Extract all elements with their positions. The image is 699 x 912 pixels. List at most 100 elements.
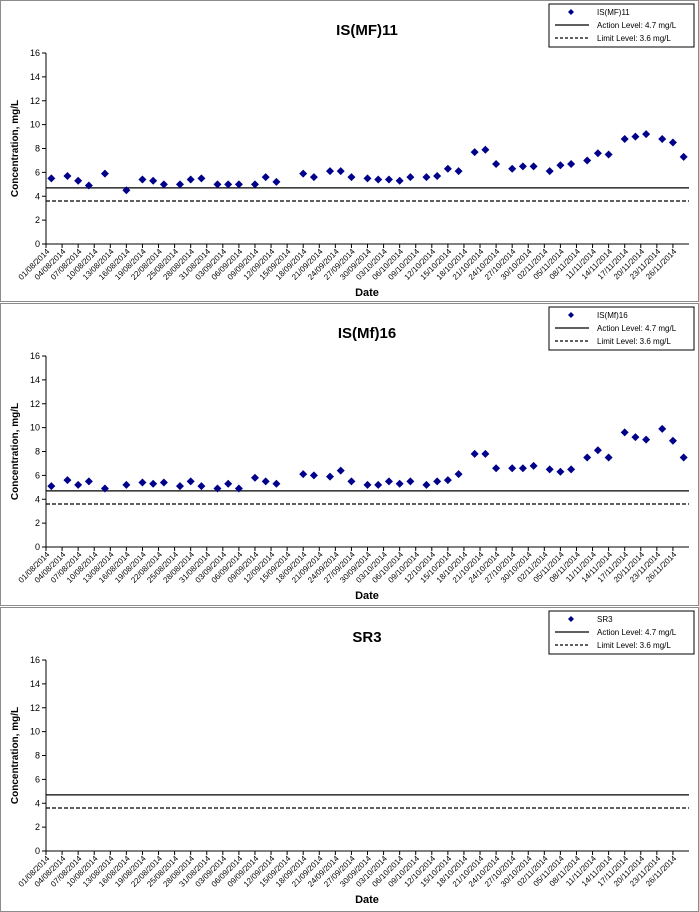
- data-point: [84, 477, 93, 486]
- data-point: [250, 180, 259, 189]
- legend-label: Limit Level: 3.6 mg/L: [597, 641, 671, 650]
- data-point: [620, 134, 629, 143]
- y-tick-label: 6: [35, 470, 40, 480]
- legend-label: Action Level: 4.7 mg/L: [597, 21, 677, 30]
- data-point: [567, 465, 576, 474]
- data-point: [138, 478, 147, 487]
- data-point: [74, 480, 83, 489]
- y-tick-label: 4: [35, 494, 40, 504]
- data-point: [261, 173, 270, 182]
- data-point: [567, 160, 576, 169]
- chart-panel: SR3 Concentration, mg/L Date 0 2 4 6 8 10 12 14 16 0…: [0, 607, 699, 912]
- data-point: [159, 180, 168, 189]
- data-point: [309, 173, 318, 182]
- y-tick-label: 16: [30, 48, 40, 58]
- data-point: [186, 477, 195, 486]
- chart: IS(Mf)16 Concentration, mg/L Date 0 2 4 6 8 10 12…: [10, 306, 695, 602]
- y-tick-label: 10: [30, 727, 40, 737]
- data-point: [679, 152, 688, 161]
- data-point: [668, 436, 677, 445]
- data-point: [631, 433, 640, 442]
- legend-marker: [568, 616, 574, 622]
- data-point: [336, 167, 345, 176]
- data-point: [583, 453, 592, 462]
- data-point: [642, 435, 651, 444]
- data-point: [406, 477, 415, 486]
- data-point: [63, 171, 72, 180]
- y-tick-label: 0: [35, 239, 40, 249]
- data-point: [325, 472, 334, 481]
- legend-label: Limit Level: 3.6 mg/L: [597, 34, 671, 43]
- x-axis-label: Date: [355, 287, 379, 299]
- data-point: [197, 482, 206, 491]
- x-axis-label: Date: [355, 894, 379, 906]
- y-tick-label: 4: [35, 191, 40, 201]
- data-point: [74, 176, 83, 185]
- data-point: [481, 449, 490, 458]
- chart: IS(MF)11 Concentration, mg/L Date 0 2 4 6 8 10 12…: [10, 3, 695, 299]
- data-point: [122, 186, 131, 195]
- data-point: [470, 148, 479, 157]
- data-point: [395, 479, 404, 488]
- y-tick-label: 2: [35, 518, 40, 528]
- y-tick-label: 2: [35, 215, 40, 225]
- data-point: [272, 479, 281, 488]
- data-point: [556, 467, 565, 476]
- data-point: [374, 480, 383, 489]
- data-point: [593, 149, 602, 158]
- data-point: [384, 175, 393, 184]
- data-point: [347, 173, 356, 182]
- data-point: [545, 465, 554, 474]
- data-point: [545, 167, 554, 176]
- data-point: [363, 174, 372, 183]
- data-point: [470, 449, 479, 458]
- chart-title: SR3: [352, 629, 381, 646]
- data-point: [100, 484, 109, 493]
- y-axis-label: Concentration, mg/L: [10, 707, 21, 804]
- data-point: [261, 477, 270, 486]
- data-point: [508, 164, 517, 173]
- data-point: [593, 446, 602, 455]
- data-point: [406, 173, 415, 182]
- data-point: [481, 145, 490, 154]
- legend-marker: [568, 312, 574, 318]
- legend-label: Action Level: 4.7 mg/L: [597, 324, 677, 333]
- y-tick-label: 0: [35, 542, 40, 552]
- chart-title: IS(Mf)16: [338, 325, 396, 342]
- legend-marker: [568, 9, 574, 15]
- data-point: [234, 180, 243, 189]
- data-point: [159, 478, 168, 487]
- data-point: [175, 180, 184, 189]
- y-tick-label: 16: [30, 655, 40, 665]
- data-point: [604, 453, 613, 462]
- data-point: [213, 180, 222, 189]
- y-tick-label: 8: [35, 751, 40, 761]
- data-point: [224, 479, 233, 488]
- legend-label: SR3: [597, 615, 613, 624]
- data-point: [395, 176, 404, 185]
- data-point: [84, 181, 93, 190]
- chart-panel: IS(Mf)16 Concentration, mg/L Date 0 2 4 6 8 10 12…: [0, 303, 699, 606]
- data-point: [197, 174, 206, 183]
- data-point: [47, 482, 56, 491]
- data-point: [309, 471, 318, 480]
- data-point: [299, 169, 308, 178]
- data-point: [272, 177, 281, 186]
- legend-label: IS(MF)11: [597, 8, 630, 17]
- data-point: [529, 162, 538, 171]
- chart-panel: IS(MF)11 Concentration, mg/L Date 0 2 4 6 8 10 12…: [0, 0, 699, 302]
- data-point: [658, 134, 667, 143]
- data-point: [325, 167, 334, 176]
- data-point: [384, 477, 393, 486]
- y-tick-label: 12: [30, 399, 40, 409]
- y-tick-label: 14: [30, 375, 40, 385]
- data-point: [138, 175, 147, 184]
- data-point: [658, 424, 667, 433]
- y-axis-label: Concentration, mg/L: [10, 403, 21, 500]
- x-axis-label: Date: [355, 590, 379, 602]
- data-point: [631, 132, 640, 141]
- data-point: [63, 476, 72, 485]
- data-point: [679, 453, 688, 462]
